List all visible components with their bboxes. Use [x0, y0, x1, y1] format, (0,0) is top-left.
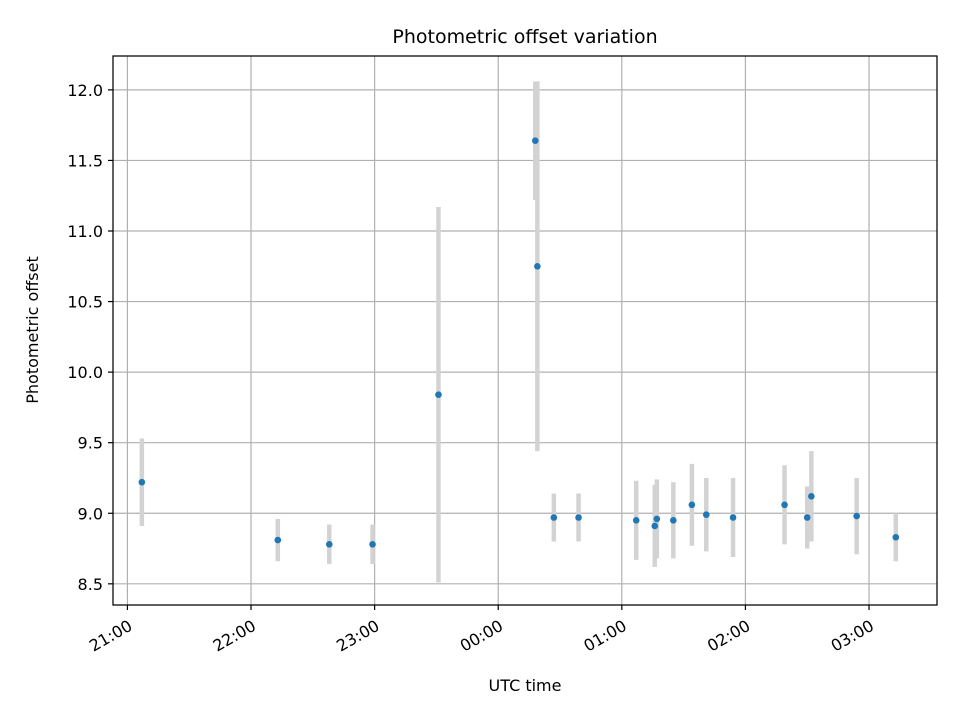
- data-point: [575, 514, 582, 521]
- data-point: [632, 517, 640, 524]
- x-tick-label: 02:00: [704, 616, 753, 656]
- data-point: [729, 514, 737, 521]
- x-tick-label: 01:00: [580, 616, 629, 656]
- data-point: [688, 501, 696, 509]
- x-tick-label: 23:00: [333, 616, 382, 656]
- y-tick-label: 10.5: [67, 293, 103, 312]
- data-point: [653, 515, 661, 523]
- data-point: [274, 536, 282, 544]
- y-tick-label: 9.0: [78, 504, 103, 523]
- x-tick-label: 21:00: [86, 616, 135, 656]
- data-point: [326, 541, 333, 548]
- data-point: [853, 512, 860, 520]
- data-point: [532, 137, 539, 144]
- data-point: [892, 533, 900, 541]
- grid: [113, 56, 937, 605]
- x-axis: 21:00 22:00 23:00 00:00 01:00 02:00 03:00: [86, 605, 877, 656]
- data-point: [702, 511, 710, 518]
- data-point: [803, 514, 811, 521]
- data-point: [781, 501, 788, 509]
- x-tick-label: 03:00: [828, 616, 877, 656]
- data-points: [138, 137, 900, 548]
- data-point: [550, 514, 558, 521]
- y-tick-label: 9.5: [78, 434, 103, 453]
- data-point: [651, 522, 659, 530]
- y-tick-label: 8.5: [78, 575, 103, 594]
- data-point: [138, 478, 146, 486]
- y-tick-label: 10.0: [67, 363, 103, 382]
- x-axis-label: UTC time: [489, 676, 562, 695]
- x-tick-label: 22:00: [210, 616, 259, 656]
- data-point: [534, 262, 541, 270]
- data-point: [369, 541, 376, 548]
- data-point: [670, 517, 677, 524]
- chart-title: Photometric offset variation: [392, 26, 657, 48]
- data-point: [435, 391, 442, 399]
- y-tick-label: 11.0: [67, 222, 103, 241]
- plot-frame: [112, 55, 938, 606]
- y-tick-label: 12.0: [67, 81, 103, 100]
- x-tick-label: 00:00: [457, 616, 506, 656]
- y-axis: 8.5 9.0 9.5 10.0 10.5 11.0 11.5 12.0: [67, 81, 113, 594]
- y-tick-label: 11.5: [67, 151, 103, 170]
- y-axis-label: Photometric offset: [23, 256, 42, 404]
- data-point: [808, 493, 815, 500]
